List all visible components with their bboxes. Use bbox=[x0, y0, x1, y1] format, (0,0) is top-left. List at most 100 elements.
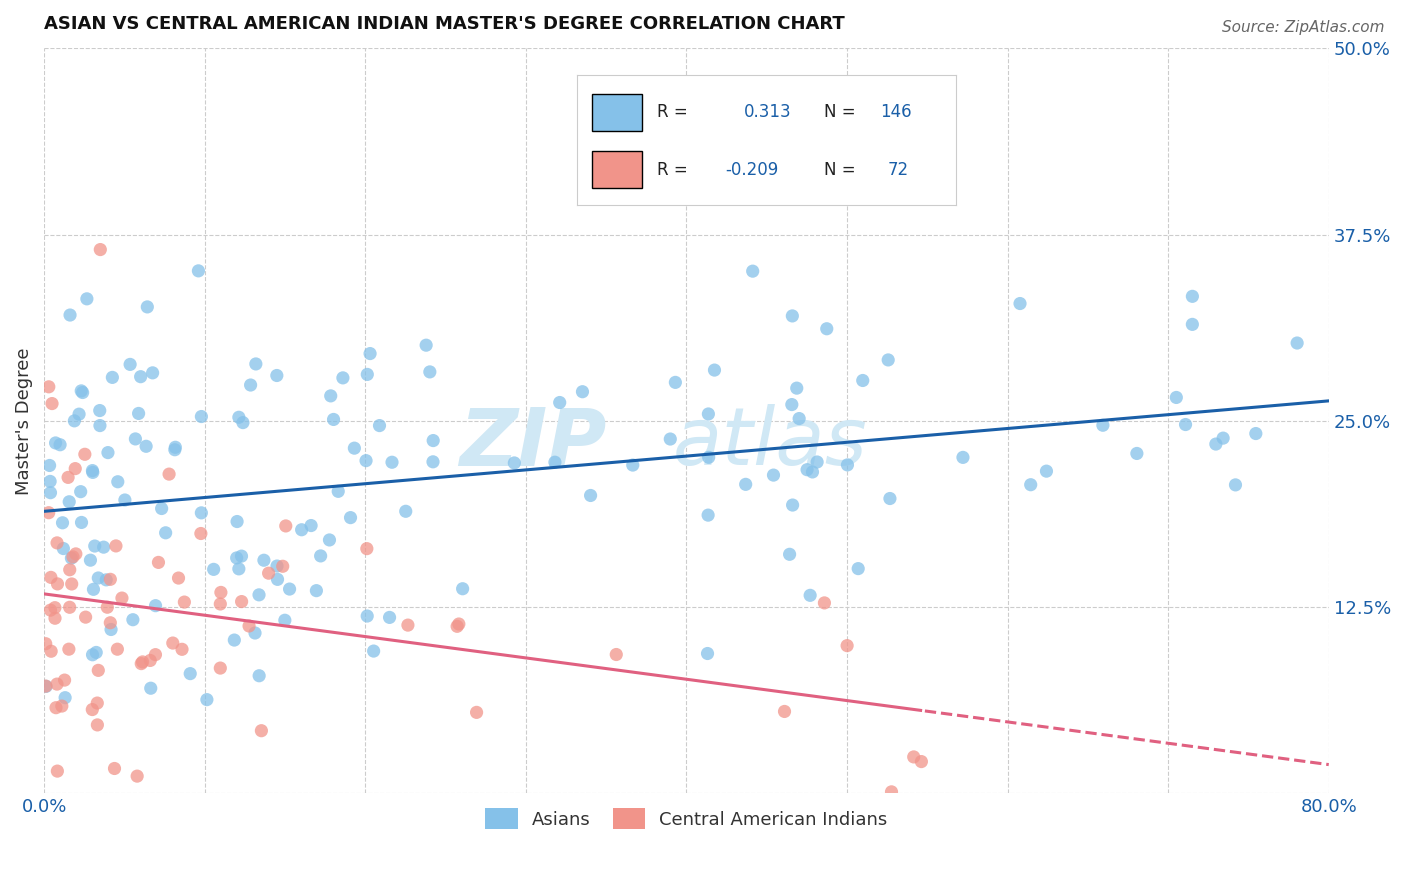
Point bbox=[38, 458, 60, 473]
Point bbox=[837, 639, 859, 653]
Point bbox=[129, 657, 152, 671]
Point bbox=[82, 466, 104, 480]
Point bbox=[415, 338, 437, 352]
Point bbox=[231, 549, 253, 563]
Point bbox=[202, 562, 225, 576]
Point bbox=[696, 647, 718, 661]
Point bbox=[162, 636, 184, 650]
Point bbox=[62, 549, 84, 564]
Point bbox=[56, 470, 79, 484]
Point bbox=[39, 570, 62, 584]
Point bbox=[305, 583, 328, 598]
Point bbox=[605, 648, 627, 662]
Point bbox=[53, 690, 76, 705]
Point bbox=[356, 368, 378, 382]
Point bbox=[447, 617, 470, 632]
Point bbox=[190, 526, 212, 541]
Point bbox=[422, 434, 444, 448]
Point bbox=[378, 610, 401, 624]
Point bbox=[257, 566, 280, 581]
Point bbox=[231, 594, 253, 608]
Point bbox=[796, 463, 818, 477]
Point bbox=[659, 432, 682, 446]
Point bbox=[697, 508, 720, 522]
Point bbox=[136, 300, 159, 314]
Point bbox=[82, 702, 104, 716]
Point bbox=[83, 539, 105, 553]
Point bbox=[82, 648, 104, 662]
Point bbox=[1091, 418, 1114, 433]
Point bbox=[63, 414, 86, 428]
Point bbox=[155, 525, 177, 540]
Point bbox=[70, 516, 93, 530]
Point bbox=[114, 493, 136, 508]
Point bbox=[69, 484, 91, 499]
Point bbox=[903, 750, 925, 764]
Point bbox=[225, 550, 247, 565]
Point bbox=[39, 644, 62, 658]
Point bbox=[422, 455, 444, 469]
Point bbox=[82, 582, 104, 597]
Legend: Asians, Central American Indians: Asians, Central American Indians bbox=[478, 801, 896, 837]
Point bbox=[266, 559, 288, 574]
Point bbox=[239, 378, 262, 392]
Point bbox=[328, 484, 350, 499]
Point bbox=[278, 582, 301, 596]
Point bbox=[879, 491, 901, 506]
Point bbox=[266, 368, 288, 383]
Point bbox=[46, 677, 69, 691]
Point bbox=[465, 706, 488, 720]
Point bbox=[45, 700, 67, 714]
Point bbox=[253, 553, 276, 567]
Point bbox=[697, 407, 720, 421]
Point bbox=[446, 619, 468, 633]
Point bbox=[1181, 289, 1204, 303]
Point bbox=[299, 518, 322, 533]
Text: Source: ZipAtlas.com: Source: ZipAtlas.com bbox=[1222, 20, 1385, 35]
Point bbox=[131, 655, 153, 669]
Point bbox=[76, 292, 98, 306]
Point bbox=[101, 370, 124, 384]
Point bbox=[96, 573, 118, 587]
Point bbox=[142, 366, 165, 380]
Point bbox=[274, 519, 297, 533]
Point bbox=[98, 572, 121, 586]
Point bbox=[238, 619, 260, 633]
Point bbox=[46, 764, 69, 778]
Point bbox=[664, 376, 686, 390]
Point bbox=[53, 673, 76, 687]
Point bbox=[167, 571, 190, 585]
Point bbox=[697, 450, 720, 465]
Point bbox=[703, 363, 725, 377]
Point bbox=[503, 456, 526, 470]
Point bbox=[332, 371, 354, 385]
Point bbox=[58, 642, 80, 657]
Point bbox=[105, 642, 128, 657]
Point bbox=[79, 553, 101, 567]
Point bbox=[837, 458, 859, 472]
Point bbox=[245, 357, 267, 371]
Point bbox=[228, 562, 250, 576]
Point bbox=[93, 540, 115, 554]
Point bbox=[1225, 478, 1247, 492]
Point bbox=[1205, 437, 1227, 451]
Point bbox=[787, 411, 810, 425]
Point bbox=[44, 611, 66, 625]
Point bbox=[780, 398, 803, 412]
Point bbox=[41, 396, 63, 410]
Point bbox=[104, 539, 127, 553]
Point bbox=[145, 648, 167, 662]
Point bbox=[65, 547, 87, 561]
Point bbox=[779, 547, 801, 561]
Point bbox=[274, 613, 297, 627]
Point bbox=[806, 455, 828, 469]
Point bbox=[82, 464, 104, 478]
Point bbox=[762, 468, 785, 483]
Point bbox=[67, 407, 90, 421]
Point bbox=[52, 541, 75, 556]
Point bbox=[621, 458, 644, 472]
Point bbox=[209, 585, 232, 599]
Text: ASIAN VS CENTRAL AMERICAN INDIAN MASTER'S DEGREE CORRELATION CHART: ASIAN VS CENTRAL AMERICAN INDIAN MASTER'… bbox=[44, 15, 845, 33]
Point bbox=[579, 488, 602, 502]
Point bbox=[139, 653, 162, 667]
